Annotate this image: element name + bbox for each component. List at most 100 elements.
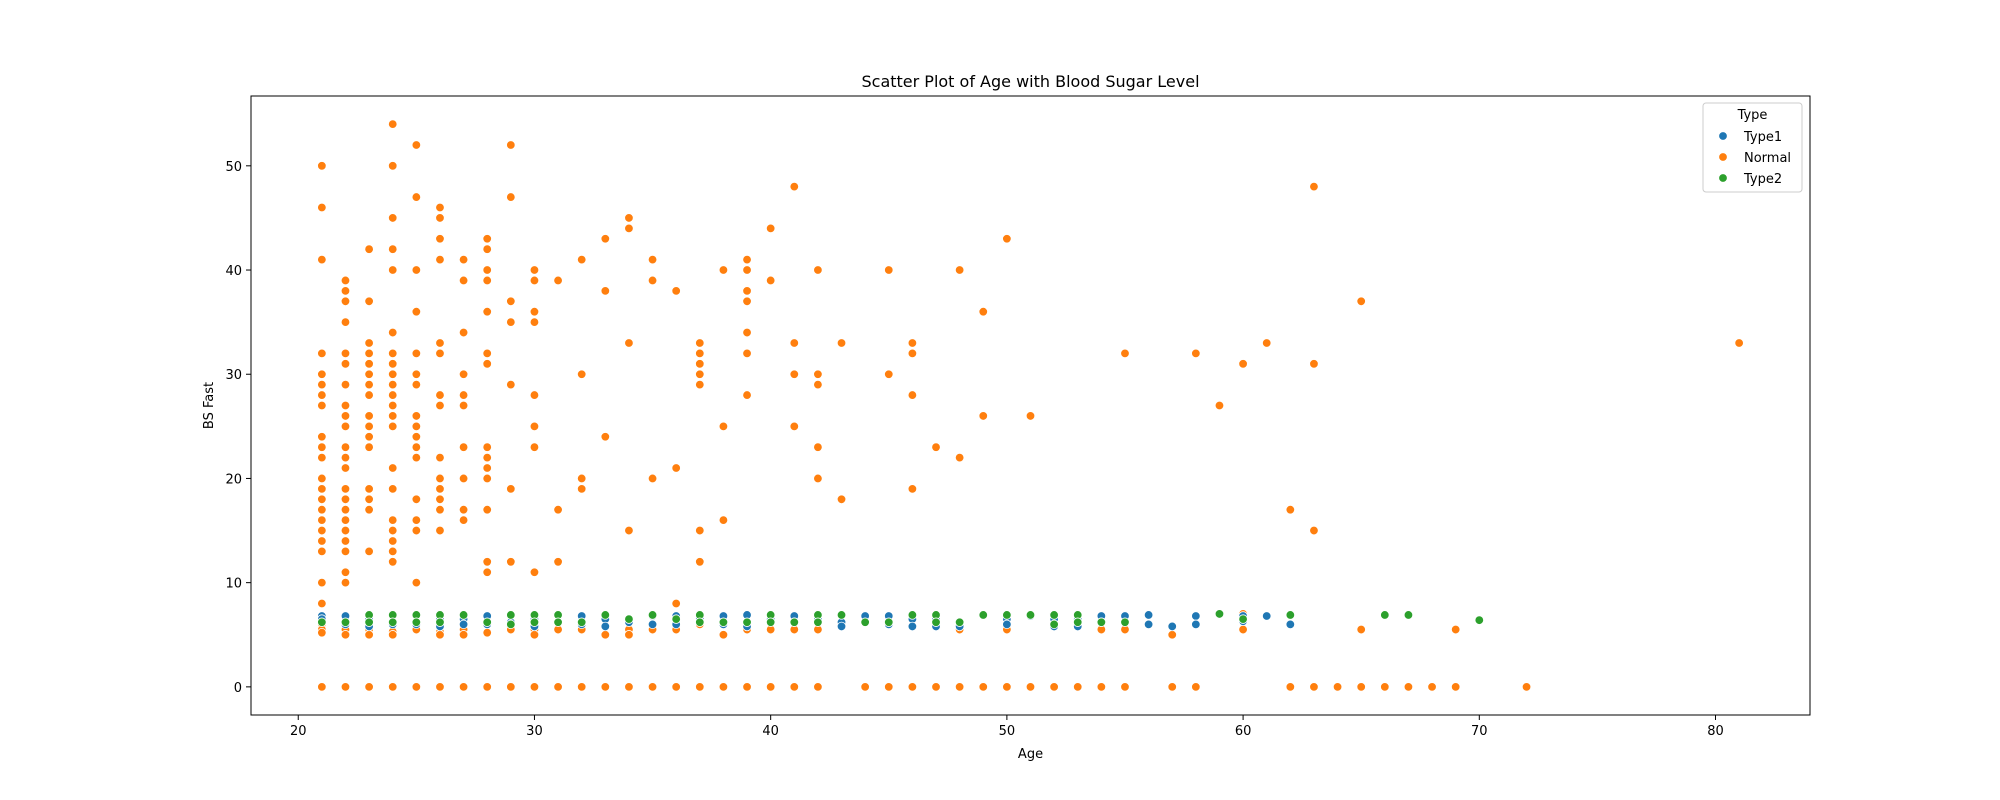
data-point: [1073, 617, 1083, 627]
data-point: [435, 348, 445, 359]
data-point: [364, 244, 374, 254]
data-point: [671, 682, 681, 692]
data-point: [364, 421, 374, 432]
data-point: [884, 617, 894, 627]
data-point: [695, 348, 705, 359]
data-point: [789, 369, 799, 379]
data-point: [765, 275, 776, 286]
x-tick-label: 60: [1235, 724, 1252, 739]
data-point: [388, 400, 398, 411]
data-point: [482, 234, 492, 244]
data-point: [1734, 338, 1744, 348]
data-point: [695, 617, 705, 627]
data-point: [1285, 682, 1296, 692]
data-point: [600, 286, 611, 296]
data-point: [482, 682, 492, 692]
data-point: [482, 244, 492, 254]
data-point: [742, 617, 752, 627]
data-point: [317, 161, 327, 171]
data-point: [1096, 617, 1107, 627]
data-point: [1049, 619, 1059, 630]
data-point: [600, 234, 611, 244]
data-point: [388, 327, 398, 338]
data-point: [317, 546, 327, 557]
data-point: [1025, 411, 1036, 421]
data-point: [317, 452, 327, 463]
data-point: [482, 463, 492, 473]
y-tick-label: 10: [225, 577, 242, 592]
data-point: [624, 223, 634, 234]
data-point: [317, 494, 327, 504]
data-point: [435, 484, 445, 494]
legend-label: Type2: [1743, 172, 1782, 187]
data-point: [317, 390, 327, 400]
data-point: [529, 567, 540, 577]
data-point: [411, 577, 422, 588]
y-tick-label: 0: [234, 681, 242, 696]
data-point: [671, 463, 681, 473]
data-point: [742, 296, 752, 306]
data-point: [506, 610, 516, 620]
data-point: [529, 390, 540, 400]
data-point: [718, 617, 729, 627]
data-point: [317, 442, 327, 452]
data-point: [978, 610, 988, 620]
data-point: [506, 619, 516, 630]
data-point: [553, 275, 563, 286]
data-point: [600, 432, 611, 442]
data-point: [340, 463, 351, 473]
data-point: [695, 682, 705, 692]
data-point: [364, 442, 374, 452]
data-point: [411, 515, 422, 525]
data-point: [458, 515, 469, 525]
data-point: [1049, 610, 1059, 620]
data-point: [813, 617, 823, 627]
data-point: [907, 390, 918, 400]
data-point: [411, 432, 422, 442]
data-point: [482, 442, 492, 452]
data-point: [742, 254, 752, 265]
data-point: [1262, 611, 1272, 621]
chart-title: Scatter Plot of Age with Blood Sugar Lev…: [861, 72, 1199, 91]
data-point: [1309, 359, 1319, 369]
data-point: [364, 359, 374, 369]
data-point: [1356, 624, 1366, 635]
data-point: [506, 317, 516, 327]
data-point: [317, 505, 327, 515]
data-point: [1521, 682, 1532, 692]
data-point: [364, 390, 374, 400]
data-point: [482, 265, 492, 275]
data-point: [884, 682, 894, 692]
data-point: [317, 400, 327, 411]
data-point: [1285, 619, 1296, 630]
data-point: [553, 682, 563, 692]
data-point: [1238, 624, 1248, 635]
data-point: [364, 494, 374, 504]
data-point: [1191, 611, 1201, 621]
data-point: [340, 630, 351, 640]
data-point: [482, 627, 492, 638]
data-point: [317, 369, 327, 379]
data-point: [671, 598, 681, 609]
data-point: [529, 317, 540, 327]
legend-items: Type1 Normal Type2: [1718, 130, 1791, 187]
data-point: [553, 557, 563, 567]
data-point: [600, 621, 611, 632]
data-point: [458, 254, 469, 265]
legend: Type Type1 Normal Type2: [1702, 102, 1803, 193]
data-point: [482, 275, 492, 286]
data-point: [388, 484, 398, 494]
y-tick-label: 40: [225, 264, 242, 279]
data-point: [718, 630, 729, 640]
data-point: [388, 359, 398, 369]
data-point: [577, 484, 587, 494]
data-point: [1167, 682, 1177, 692]
data-point: [907, 338, 918, 348]
legend-marker: [1718, 173, 1728, 183]
data-point: [813, 379, 823, 390]
data-point: [458, 473, 469, 484]
data-point: [1332, 682, 1343, 692]
data-point: [317, 536, 327, 546]
data-point: [340, 275, 351, 286]
data-point: [836, 494, 847, 504]
